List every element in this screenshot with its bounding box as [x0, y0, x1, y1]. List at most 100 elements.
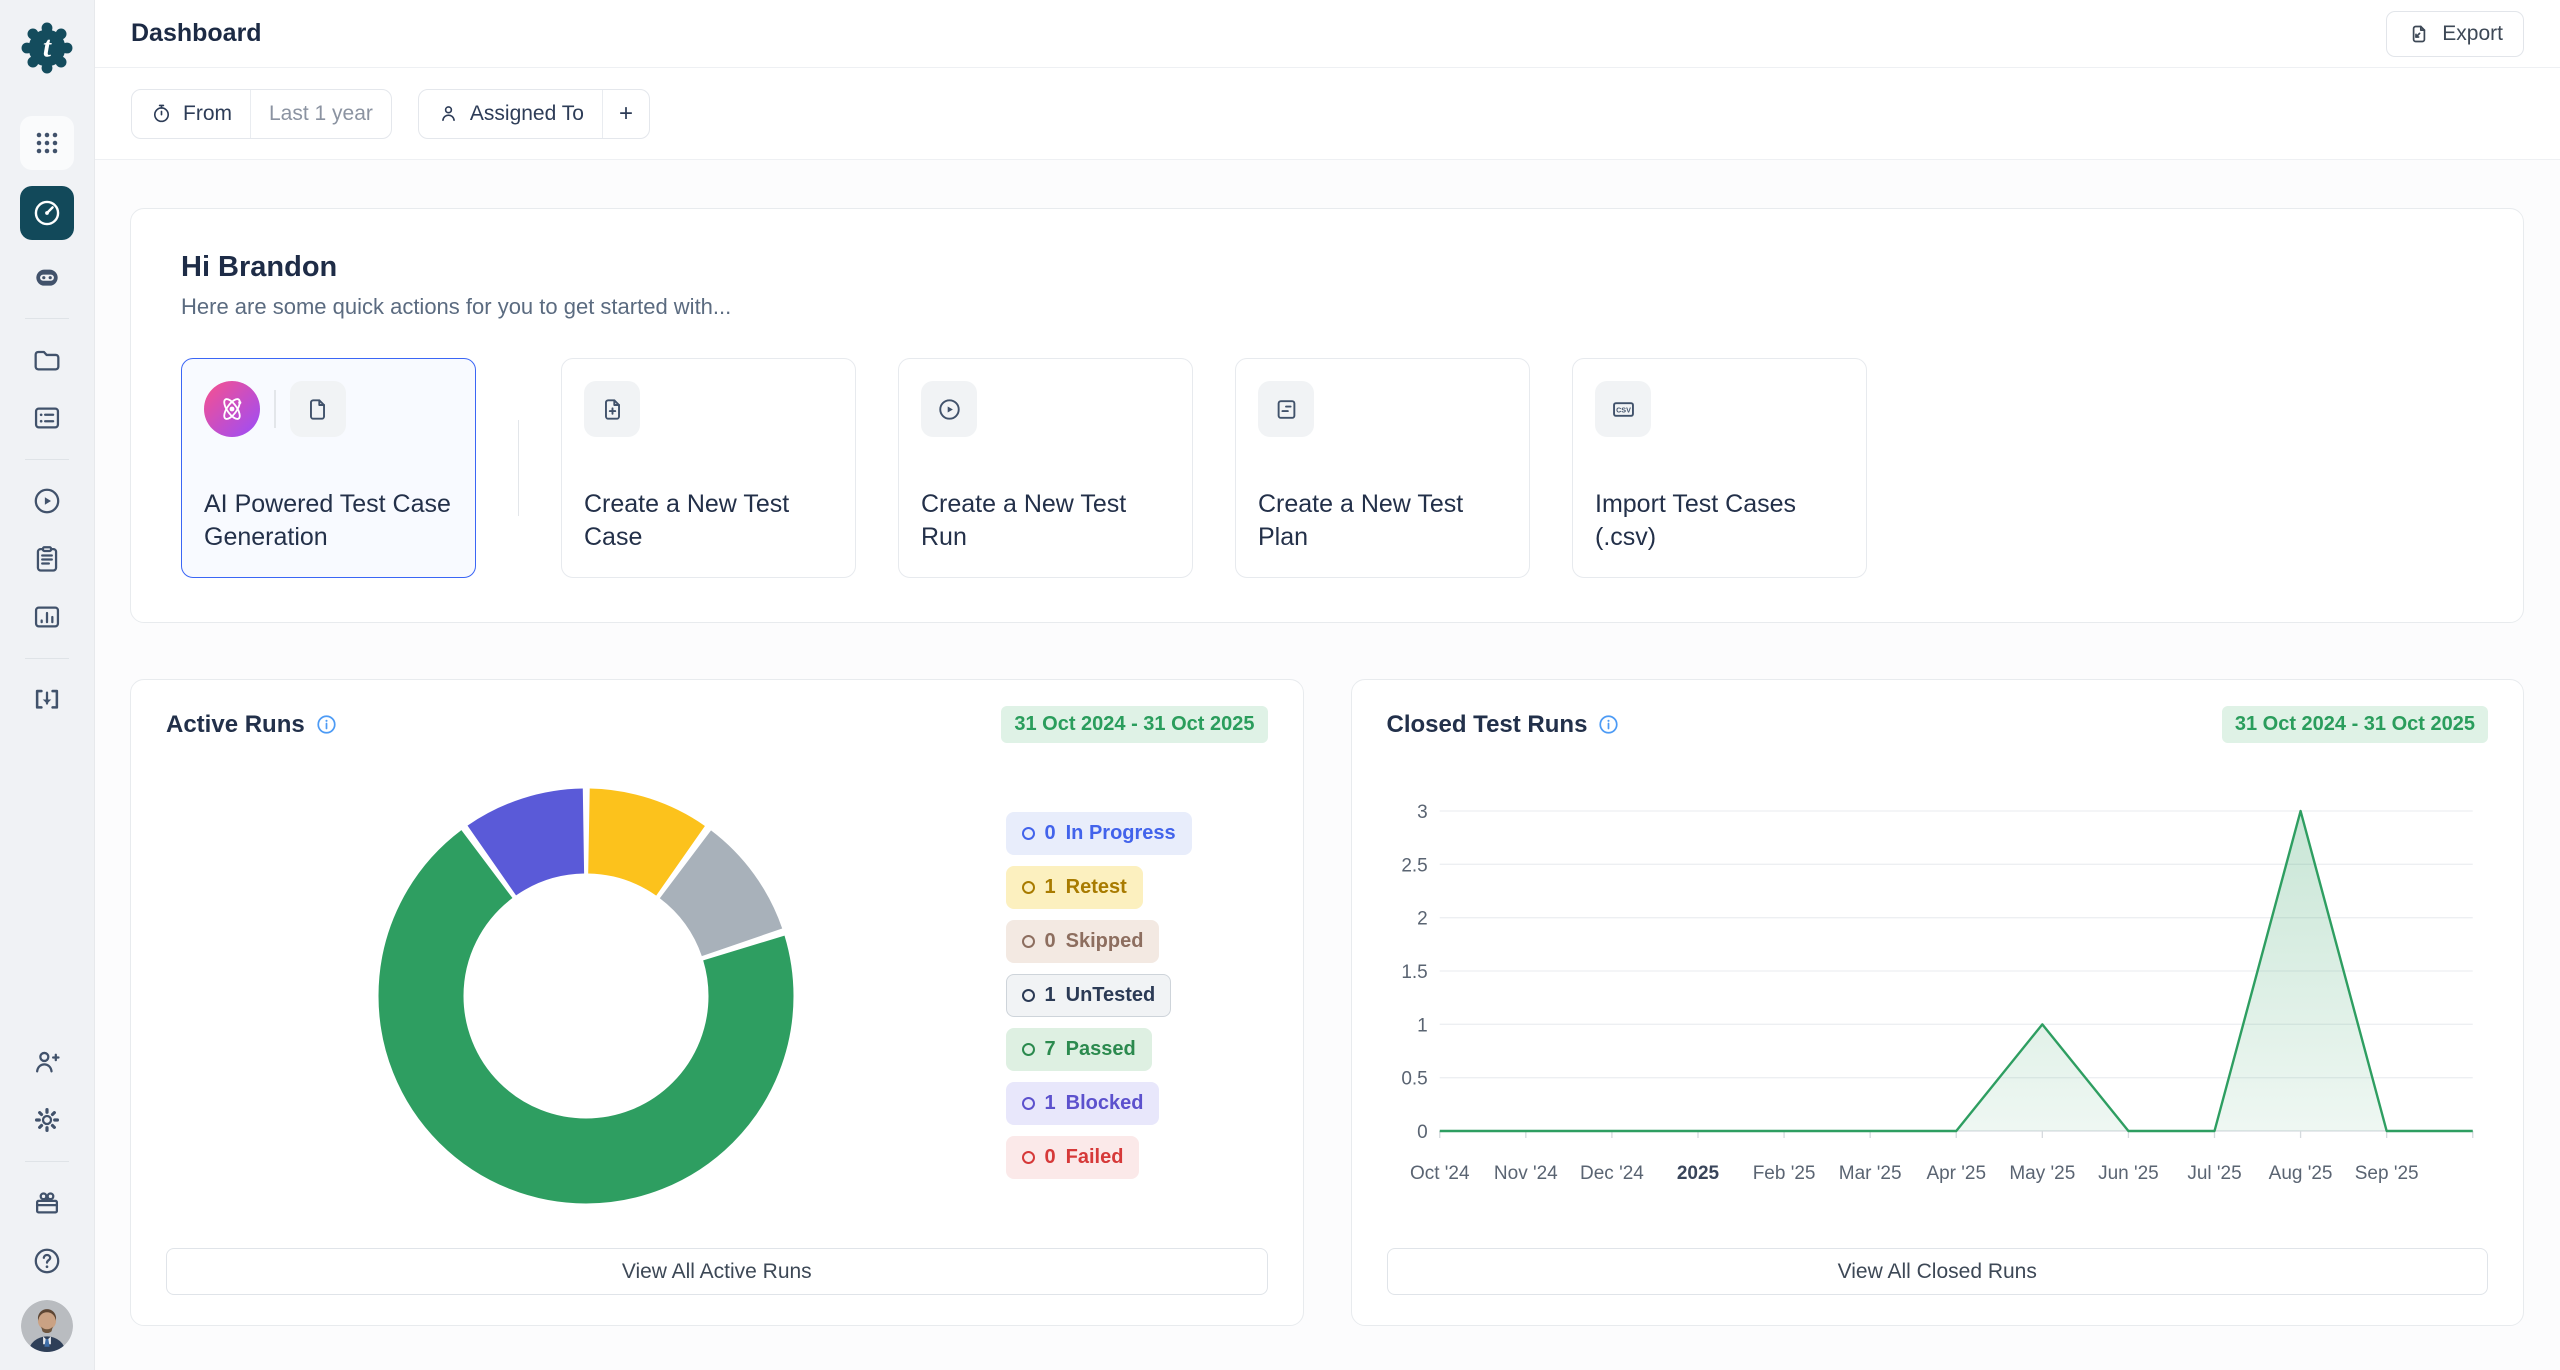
main-area: Hi Brandon Here are some quick actions f… [95, 160, 2560, 1370]
quick-action-title: Create a New Test Case [584, 488, 833, 556]
active-runs-donut-chart [166, 781, 1006, 1211]
icon-divider [274, 390, 276, 428]
closed-runs-date-range: 31 Oct 2024 - 31 Oct 2025 [2222, 706, 2488, 743]
csv-icon: CSV [1595, 381, 1651, 437]
report-chart-icon [31, 601, 63, 633]
page-title: Dashboard [131, 19, 262, 48]
date-filter-field[interactable]: From [132, 90, 250, 138]
export-button[interactable]: Export [2386, 11, 2524, 57]
sidebar-divider [25, 318, 69, 319]
active-runs-legend: 0In Progress 1Retest 0Skipped 1UnTe [1006, 812, 1268, 1179]
svg-text:Nov '24: Nov '24 [1493, 1163, 1557, 1184]
folder-icon [31, 344, 63, 376]
document-icon [290, 381, 346, 437]
quick-actions-row: AI Powered Test Case Generation [181, 358, 2473, 578]
svg-text:t: t [43, 32, 52, 64]
greeting-subtitle: Here are some quick actions for you to g… [181, 294, 2473, 320]
quick-action-create-test-plan[interactable]: Create a New Test Plan [1235, 358, 1530, 578]
status-ring-icon [1022, 827, 1035, 840]
top-bar: Dashboard Export [95, 0, 2560, 68]
sidebar: t [0, 0, 95, 1370]
filter-bar: From Last 1 year Assigned To + [95, 68, 2560, 160]
sidebar-item-test-plans[interactable] [20, 537, 74, 581]
quick-actions-divider [518, 420, 519, 516]
date-filter-value[interactable]: Last 1 year [250, 90, 391, 138]
legend-item-failed[interactable]: 0Failed [1006, 1136, 1140, 1179]
stopwatch-icon [150, 102, 173, 125]
quick-action-title: AI Powered Test Case Generation [204, 488, 453, 556]
sidebar-item-help[interactable] [20, 1239, 74, 1283]
sidebar-divider [25, 1161, 69, 1162]
sidebar-item-projects[interactable] [20, 338, 74, 382]
sidebar-item-apps[interactable] [20, 116, 74, 170]
sidebar-item-test-cases[interactable] [20, 396, 74, 440]
quick-action-ai-test-case-generation[interactable]: AI Powered Test Case Generation [181, 358, 476, 578]
test-cases-icon [31, 402, 63, 434]
svg-text:Jul '25: Jul '25 [2187, 1163, 2241, 1184]
svg-text:Feb '25: Feb '25 [1752, 1163, 1815, 1184]
help-icon [31, 1245, 63, 1277]
assigned-to-add-button[interactable]: + [602, 90, 649, 138]
sidebar-item-settings[interactable] [20, 1098, 74, 1142]
quick-action-create-test-run[interactable]: Create a New Test Run [898, 358, 1193, 578]
sidebar-item-whats-new[interactable] [20, 1181, 74, 1225]
assigned-to-label: Assigned To [470, 102, 584, 126]
user-avatar[interactable] [21, 1300, 73, 1352]
sidebar-item-invite-user[interactable] [20, 1040, 74, 1084]
svg-text:1.5: 1.5 [1401, 962, 1427, 983]
info-icon[interactable] [315, 713, 338, 736]
svg-text:2025: 2025 [1676, 1163, 1719, 1184]
active-runs-title: Active Runs [166, 711, 305, 739]
assigned-to-filter: Assigned To + [418, 89, 650, 139]
app-logo[interactable]: t [21, 22, 73, 74]
legend-item-blocked[interactable]: 1Blocked [1006, 1082, 1160, 1125]
sidebar-item-reports[interactable] [20, 595, 74, 639]
export-icon [2407, 22, 2431, 46]
closed-runs-area-chart: 00.511.522.53Oct '24Nov '24Dec '242025Fe… [1387, 773, 2489, 1218]
gear-icon [31, 1104, 63, 1136]
legend-item-untested[interactable]: 1UnTested [1006, 974, 1172, 1017]
widgets-row: Active Runs 31 Oct 2024 - 31 Oct 2025 [130, 679, 2524, 1326]
robot-icon [31, 261, 63, 293]
sidebar-item-import[interactable] [20, 678, 74, 722]
document-plus-icon [584, 381, 640, 437]
status-ring-icon [1022, 1043, 1035, 1056]
legend-item-in-progress[interactable]: 0In Progress [1006, 812, 1192, 855]
legend-item-retest[interactable]: 1Retest [1006, 866, 1143, 909]
svg-text:2: 2 [1417, 909, 1428, 930]
quick-action-title: Import Test Cases (.csv) [1595, 488, 1844, 556]
svg-text:1: 1 [1417, 1015, 1428, 1036]
svg-text:0.5: 0.5 [1401, 1069, 1427, 1090]
legend-item-skipped[interactable]: 0Skipped [1006, 920, 1160, 963]
import-icon [31, 684, 63, 716]
svg-text:Jun '25: Jun '25 [2098, 1163, 2159, 1184]
content-area: Dashboard Export From Last 1 year [95, 0, 2560, 1370]
status-ring-icon [1022, 989, 1035, 1002]
info-icon[interactable] [1597, 713, 1620, 736]
legend-item-passed[interactable]: 7Passed [1006, 1028, 1152, 1071]
quick-action-create-test-case[interactable]: Create a New Test Case [561, 358, 856, 578]
active-runs-widget: Active Runs 31 Oct 2024 - 31 Oct 2025 [130, 679, 1304, 1326]
view-all-active-runs-button[interactable]: View All Active Runs [166, 1248, 1268, 1295]
active-runs-date-range: 31 Oct 2024 - 31 Oct 2025 [1001, 706, 1267, 743]
gift-icon [31, 1187, 63, 1219]
sidebar-divider [25, 658, 69, 659]
view-all-closed-runs-button[interactable]: View All Closed Runs [1387, 1248, 2489, 1295]
play-circle-icon [31, 485, 63, 517]
svg-text:2.5: 2.5 [1401, 855, 1427, 876]
svg-text:3: 3 [1417, 802, 1428, 823]
test-plan-icon [1258, 381, 1314, 437]
assigned-to-field[interactable]: Assigned To [419, 90, 602, 138]
date-filter: From Last 1 year [131, 89, 392, 139]
status-ring-icon [1022, 935, 1035, 948]
quick-actions-card: Hi Brandon Here are some quick actions f… [130, 208, 2524, 623]
person-plus-icon [31, 1046, 63, 1078]
sidebar-item-ai-bot[interactable] [20, 255, 74, 299]
sidebar-item-dashboard[interactable] [20, 186, 74, 240]
person-icon [437, 102, 460, 125]
sidebar-item-test-runs[interactable] [20, 479, 74, 523]
quick-action-import-csv[interactable]: CSV Import Test Cases (.csv) [1572, 358, 1867, 578]
svg-text:Dec '24: Dec '24 [1580, 1163, 1644, 1184]
svg-text:Mar '25: Mar '25 [1838, 1163, 1901, 1184]
svg-text:CSV: CSV [1616, 405, 1631, 414]
